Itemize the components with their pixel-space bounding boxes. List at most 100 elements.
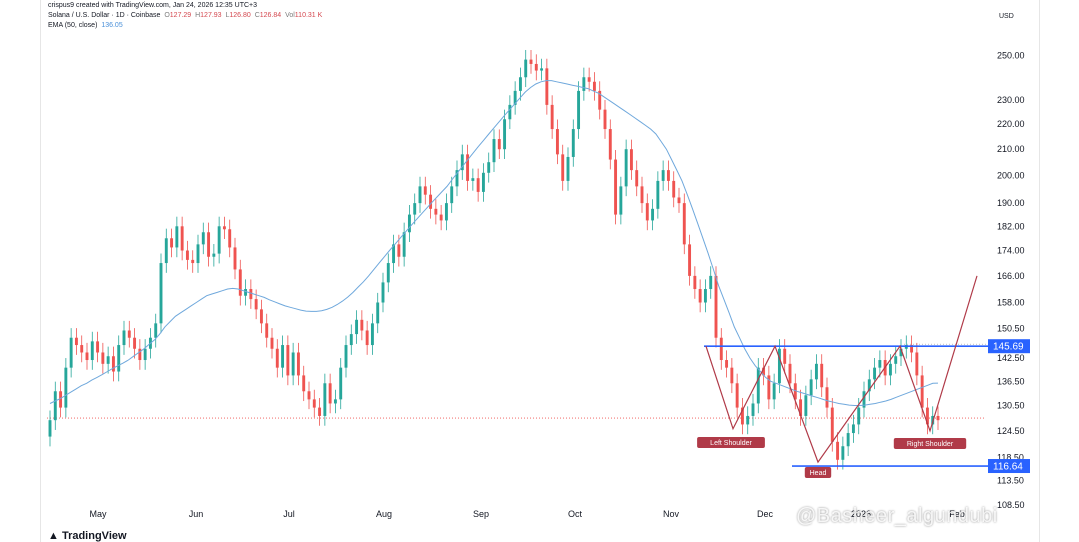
candle bbox=[814, 363, 818, 380]
candle bbox=[402, 232, 406, 257]
x-tick-label: Feb bbox=[949, 509, 965, 519]
right-shoulder-label: Right Shoulder bbox=[907, 441, 954, 448]
candle bbox=[233, 247, 237, 270]
candle bbox=[455, 170, 459, 187]
candle bbox=[407, 214, 411, 233]
close-value: 126.84 bbox=[259, 12, 282, 19]
candle bbox=[487, 162, 491, 173]
candle bbox=[85, 352, 89, 361]
y-tick-label: 124.50 bbox=[997, 426, 1025, 436]
candle bbox=[413, 203, 417, 215]
candle bbox=[820, 363, 824, 388]
candle bbox=[777, 348, 781, 384]
candle bbox=[296, 352, 300, 376]
candle bbox=[841, 446, 845, 460]
right-shoulder-label-box bbox=[893, 438, 967, 449]
candle bbox=[524, 59, 528, 78]
candle bbox=[365, 330, 369, 346]
candle bbox=[666, 170, 670, 181]
candle bbox=[730, 367, 734, 384]
candle bbox=[587, 77, 591, 82]
candle bbox=[69, 337, 73, 368]
candle bbox=[238, 269, 242, 296]
candle bbox=[349, 334, 353, 346]
candle bbox=[497, 139, 501, 150]
candle bbox=[185, 250, 189, 260]
y-tick-label: 130.50 bbox=[997, 401, 1025, 411]
candle bbox=[534, 63, 538, 71]
pattern-zigzag bbox=[705, 275, 978, 464]
candle bbox=[201, 232, 205, 245]
head-label: Head bbox=[810, 470, 827, 477]
candle bbox=[545, 68, 549, 105]
candle bbox=[561, 154, 565, 181]
candle bbox=[355, 319, 359, 335]
candle bbox=[640, 186, 644, 204]
candle bbox=[688, 244, 692, 276]
candle bbox=[339, 367, 343, 400]
candle bbox=[106, 356, 110, 364]
candle bbox=[180, 226, 184, 251]
candle bbox=[53, 391, 57, 421]
chart-frame bbox=[40, 0, 1040, 542]
candle bbox=[328, 383, 332, 404]
candle bbox=[614, 159, 618, 215]
candle bbox=[672, 180, 676, 198]
candle bbox=[101, 352, 105, 364]
y-tick-label: 142.50 bbox=[997, 353, 1025, 363]
high-value: 127.93 bbox=[200, 12, 222, 19]
candle bbox=[767, 375, 771, 400]
candle bbox=[651, 208, 655, 221]
candle bbox=[571, 129, 575, 157]
candle bbox=[450, 186, 454, 204]
candle bbox=[96, 341, 100, 353]
candle bbox=[196, 244, 200, 264]
candle bbox=[592, 81, 596, 91]
candle bbox=[513, 90, 517, 105]
candle bbox=[582, 77, 586, 91]
candle bbox=[873, 367, 877, 380]
candle bbox=[429, 194, 433, 209]
candle bbox=[677, 197, 681, 204]
y-tick-label: 250.00 bbox=[997, 50, 1025, 60]
candle bbox=[212, 253, 216, 257]
candle bbox=[635, 170, 639, 187]
candle bbox=[444, 203, 448, 221]
y-tick-label: 182.00 bbox=[997, 221, 1025, 231]
candle bbox=[698, 289, 702, 303]
candle bbox=[693, 275, 697, 290]
candle bbox=[74, 337, 78, 346]
candle bbox=[80, 345, 84, 353]
y-tick-label: 150.50 bbox=[997, 324, 1025, 334]
candle bbox=[762, 367, 766, 376]
candle bbox=[793, 383, 797, 400]
candle bbox=[661, 170, 665, 181]
candle bbox=[222, 226, 226, 230]
candle bbox=[259, 309, 263, 324]
y-tick-label: 158.00 bbox=[997, 297, 1025, 307]
candle bbox=[344, 345, 348, 368]
candle bbox=[270, 337, 274, 349]
price-tag bbox=[988, 339, 1030, 354]
candle bbox=[878, 360, 882, 368]
candle bbox=[117, 345, 121, 372]
candle bbox=[825, 387, 829, 408]
candle bbox=[217, 226, 221, 254]
candle bbox=[608, 129, 612, 160]
candle bbox=[915, 352, 919, 376]
volume-value: 110.31 K bbox=[294, 12, 323, 19]
y-tick-label: 210.00 bbox=[997, 144, 1025, 154]
candle bbox=[138, 348, 142, 361]
candle bbox=[90, 341, 94, 361]
candle bbox=[619, 186, 623, 215]
candle bbox=[772, 383, 776, 400]
x-tick-label: 2026 bbox=[851, 509, 871, 519]
candle bbox=[894, 356, 898, 364]
candle bbox=[867, 379, 871, 392]
candle bbox=[788, 363, 792, 384]
candle bbox=[175, 226, 179, 248]
candle bbox=[481, 172, 485, 192]
credit-line: crispus9 created with TradingView.com, J… bbox=[48, 2, 258, 9]
candle bbox=[846, 433, 850, 447]
